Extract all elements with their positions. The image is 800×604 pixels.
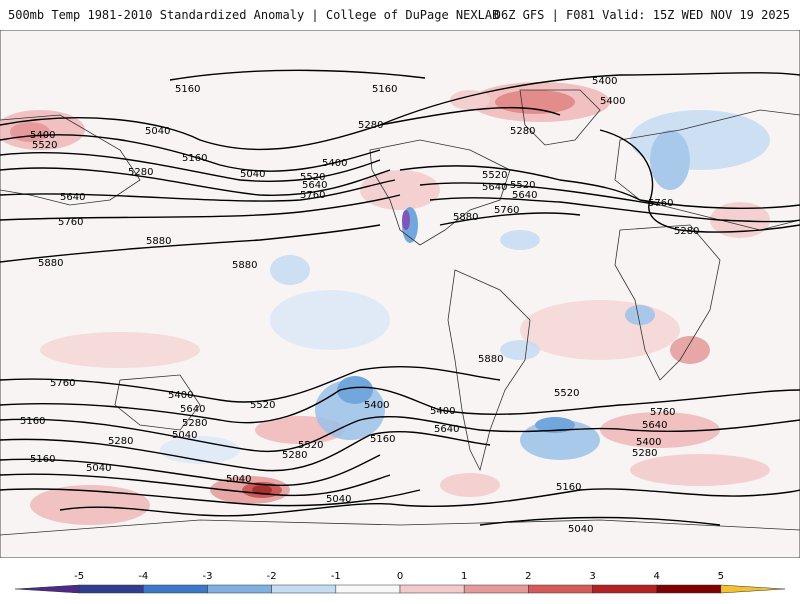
contour-label: 5520 [510,180,535,191]
contour-label: 5160 [182,153,207,164]
contour-label: 5520 [482,170,507,181]
colorbar-segment [271,584,337,594]
colorbar-segment [463,584,529,594]
contour-label: 5280 [182,418,207,429]
contour-label: 5160 [175,84,200,95]
header: 500mb Temp 1981-2010 Standardized Anomal… [0,0,800,30]
warm-anomalies [0,82,770,525]
contour-label: 5640 [302,180,327,191]
cool-anomalies [160,110,770,464]
contour-labels: 5160 5160 5040 5400 5520 5160 5280 5040 … [20,76,699,535]
map-svg: 5160 5160 5040 5400 5520 5160 5280 5040 … [0,29,800,559]
contour-label: 5280 [632,448,657,459]
contour-label: 5520 [298,440,323,451]
colorbar-tick-label: 1 [461,571,467,582]
contour-label: 5400 [592,76,617,87]
contour-label: 5400 [364,400,389,411]
contour-label: 5400 [168,390,193,401]
colorbar-segment [335,584,401,594]
contour-label: 5280 [282,450,307,461]
colorbar-segments [14,584,786,594]
contour-label: 5160 [372,84,397,95]
colorbar-segment [399,584,465,594]
contour-label: 5880 [453,212,478,223]
contour-label: 5640 [434,424,459,435]
colorbar-tick-label: 4 [653,571,659,582]
contour-label: 5640 [180,404,205,415]
contour-label: 5760 [494,205,519,216]
contour-label: 5640 [482,182,507,193]
colorbar-tick-label: 0 [397,571,403,582]
colorbar-segment [207,584,272,594]
contour-label: 5400 [430,406,455,417]
anomaly-map: 5160 5160 5040 5400 5520 5160 5280 5040 … [0,29,800,559]
height-contours [0,69,800,526]
contour-label: 5280 [674,226,699,237]
colorbar-tick-label: -2 [267,571,277,582]
contour-label: 5280 [358,120,383,131]
contour-label: 5520 [250,400,275,411]
colorbar-tick-label: -3 [203,571,213,582]
model-run-info: 06Z GFS | F081 Valid: 15Z WED NOV 19 202… [493,8,790,22]
contour-label: 5280 [510,126,535,137]
contour-label: 5520 [554,388,579,399]
contour-label: 5160 [30,454,55,465]
colorbar-tick-label: -5 [74,571,84,582]
colorbar-segment [14,584,80,594]
colorbar-tick-label: 3 [589,571,595,582]
contour-label: 5400 [30,130,55,141]
contour-label: 5400 [636,437,661,448]
contour-label: 5040 [86,463,111,474]
colorbar-svg: -5 -4 -3 -2 -1 0 1 2 3 4 5 [14,571,786,594]
contour-label: 5040 [326,494,351,505]
contour-label: 5520 [300,172,325,183]
contour-label: 5760 [648,198,673,209]
contour-label: 5400 [600,96,625,107]
contour-label: 5160 [20,416,45,427]
contour-label: 5880 [232,260,257,271]
contour-label: 5160 [556,482,581,493]
anomaly-colorbar: -5 -4 -3 -2 -1 0 1 2 3 4 5 [0,560,800,600]
contour-label: 5040 [172,430,197,441]
contour-label: 5640 [512,190,537,201]
contour-label: 5640 [60,192,85,203]
contour-label: 5760 [58,217,83,228]
contour-label: 5520 [32,140,57,151]
contour-label: 5880 [478,354,503,365]
colorbar-tick-label: -1 [331,571,341,582]
colorbar-tick-labels: -5 -4 -3 -2 -1 0 1 2 3 4 5 [74,571,724,582]
contour-label: 5040 [145,126,170,137]
contour-label: 5040 [226,474,251,485]
contour-label: 5040 [568,524,593,535]
contour-label: 5160 [370,434,395,445]
contour-label: 5760 [300,190,325,201]
colorbar-segment [528,584,593,594]
colorbar-segment [592,584,657,594]
contour-label: 5280 [128,167,153,178]
colorbar-tick-label: 5 [718,571,724,582]
colorbar-tick-label: 2 [525,571,531,582]
contour-label: 5280 [108,436,133,447]
contour-label: 5760 [650,407,675,418]
contour-label: 5040 [240,169,265,180]
colorbar-segment [78,584,144,594]
contour-label: 5880 [38,258,63,269]
contour-label: 5880 [146,236,171,247]
colorbar-segment [656,584,722,594]
colorbar-tick-label: -4 [138,571,148,582]
contour-label: 5640 [642,420,667,431]
colorbar-segment [143,584,208,594]
contour-label: 5760 [50,378,75,389]
map-title: 500mb Temp 1981-2010 Standardized Anomal… [8,8,500,22]
colorbar-segment [720,584,786,594]
contour-label: 5400 [322,158,347,169]
